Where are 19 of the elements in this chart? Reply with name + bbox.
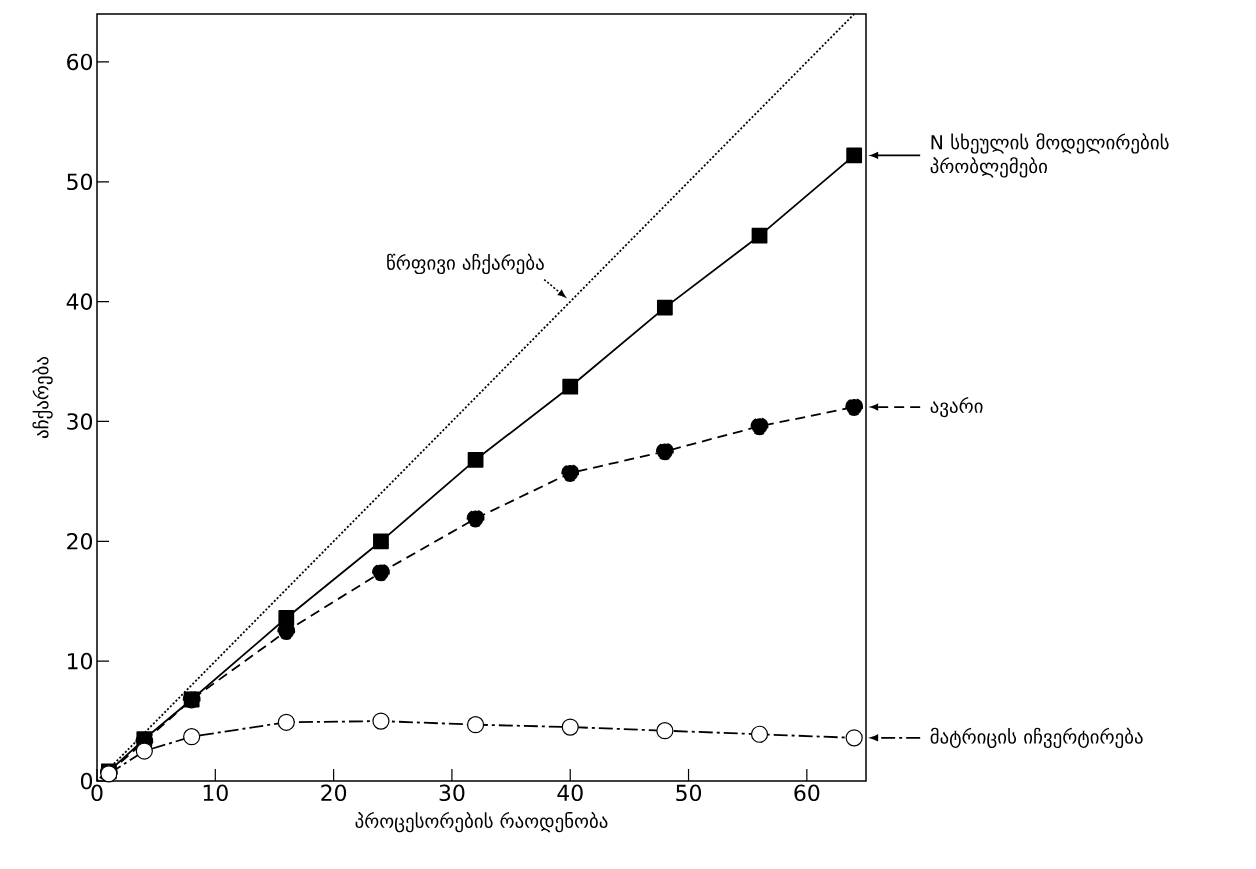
y-tick-label: 30 [67, 413, 93, 430]
y-tick-label: 20 [67, 533, 93, 550]
y-tick-label: 10 [68, 652, 93, 670]
x-tick-label: 30 [439, 784, 465, 802]
text: წრფივი აჩქარება [387, 253, 544, 275]
x-tick-label: 40 [557, 784, 583, 802]
legend-label: N სხეულის მოდელირების პრობლემები [930, 133, 1169, 178]
x-tick-label: 50 [676, 784, 702, 802]
y-tick-label: 60 [67, 53, 93, 71]
legend-label: ავარი [930, 396, 983, 418]
y-tick-label: 50 [67, 173, 93, 191]
x-tick-label: 20 [321, 784, 347, 802]
x-axis-title: პროცესორების რაოდენობა [355, 811, 608, 833]
y-tick-label: 0 [80, 772, 93, 790]
x-tick-label: 60 [794, 784, 820, 802]
legend-label: მატრიცის იჩვერტირება [930, 727, 1143, 749]
x-tick-label: 10 [203, 784, 228, 802]
y-tick-label: 40 [66, 293, 93, 310]
y-axis-title: აჩქარება [32, 356, 53, 439]
